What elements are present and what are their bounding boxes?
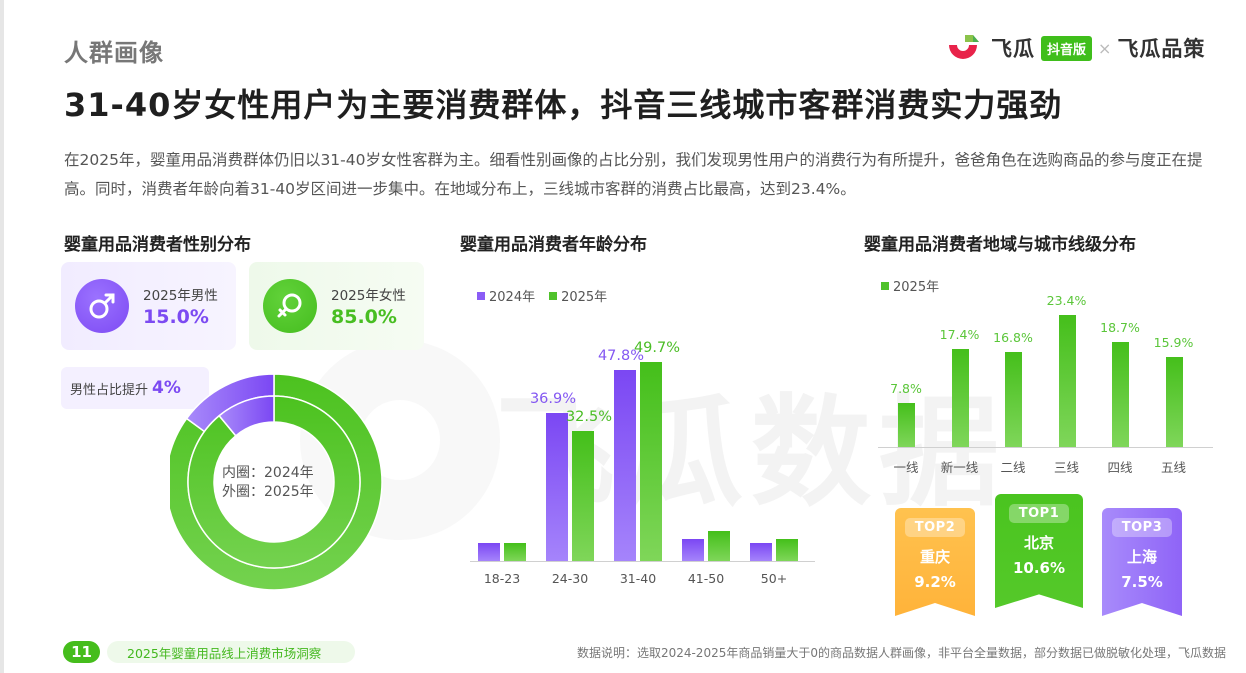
rank-tag: TOP2: [904, 518, 966, 537]
age-bar-2025: [640, 362, 662, 561]
age-x-label: 18-23: [483, 571, 521, 586]
city-bar: [898, 403, 915, 447]
city-x-axis: [878, 447, 1213, 448]
gender-chart-title: 婴童用品消费者性别分布: [64, 235, 251, 255]
legend-swatch-green: [549, 291, 558, 300]
city-chart-title: 婴童用品消费者地域与城市线级分布: [864, 235, 1136, 255]
brand-separator: ×: [1098, 38, 1112, 58]
age-bar-2025: [572, 431, 594, 561]
age-bar-2024: [614, 369, 636, 561]
age-bar-value-label: 49.7%: [633, 340, 681, 357]
age-bar-value-label: 36.9%: [529, 391, 577, 408]
city-bar-value-label: 16.8%: [993, 330, 1033, 346]
age-bar-2024: [546, 413, 568, 561]
city-value: 10.6%: [1012, 559, 1066, 577]
city-bar: [951, 348, 969, 447]
city-x-label: 一线: [893, 460, 919, 475]
page-headline: 31-40岁女性用户为主要消费群体，抖音三线城市客群消费实力强劲: [64, 86, 1063, 124]
city-bar-value-label: 7.8%: [890, 381, 922, 396]
legend-item-2024: 2024年: [477, 286, 535, 305]
brand-name: 飞瓜: [991, 37, 1035, 61]
age-x-label: 24-30: [551, 571, 589, 586]
male-stat-card: 2025年男性 15.0%: [61, 262, 236, 350]
age-x-label: 41-50: [687, 571, 725, 586]
age-chart-legend: 2024年 2025年: [477, 286, 607, 305]
male-rise-card: 男性占比提升 4%: [61, 367, 209, 409]
top-city-ribbon: TOP1 北京 10.6%: [995, 494, 1083, 608]
age-bar-2025: [504, 543, 526, 561]
rise-label: 男性占比提升: [70, 382, 149, 398]
city-bar-value-label: 23.4%: [1046, 293, 1087, 309]
city-bar: [1005, 352, 1022, 447]
male-symbol-icon: [75, 279, 129, 333]
rise-value: 4%: [152, 378, 181, 398]
page-left-edge: [0, 0, 4, 673]
age-bar-2025: [708, 531, 730, 561]
partner-name: 飞瓜品策: [1117, 37, 1206, 61]
age-bar-chart: 36.9% 32.5% 47.8% 49.7%: [470, 320, 810, 561]
top-city-ribbon: TOP2 重庆 9.2%: [895, 508, 975, 616]
female-label: 2025年女性: [331, 288, 406, 304]
section-label: 人群画像: [64, 39, 164, 67]
age-bar-2024: [682, 539, 704, 561]
brand-badge: 抖音版: [1041, 35, 1093, 61]
city-x-label: 四线: [1107, 460, 1133, 475]
city-value: 7.5%: [1121, 573, 1163, 591]
age-x-axis: [470, 561, 815, 562]
city-bar-value-label: 15.9%: [1153, 335, 1194, 351]
city-name: 北京: [1023, 534, 1054, 552]
male-label: 2025年男性: [143, 288, 218, 304]
rank-tag: TOP1: [1008, 504, 1070, 523]
city-bar-value-label: 18.7%: [1100, 319, 1140, 335]
gender-donut-chart: [170, 373, 383, 591]
legend-item-2025-city: 2025年: [881, 276, 939, 295]
age-bar-value-label: 47.8%: [597, 347, 645, 364]
age-bar-value-label: 32.5%: [565, 409, 613, 425]
city-value: 9.2%: [914, 573, 956, 591]
city-bar: [1165, 357, 1183, 447]
city-x-label: 三线: [1053, 460, 1080, 475]
city-chart-legend: 2025年: [881, 276, 939, 295]
legend-label-2024: 2024年: [489, 290, 536, 305]
age-x-label: 50+: [760, 571, 788, 586]
donut-inner-label: 内圈：2024年: [222, 465, 314, 481]
top-city-ribbon: TOP3 上海 7.5%: [1102, 508, 1182, 616]
city-x-label: 二线: [1000, 460, 1026, 475]
feigua-logo-icon: [945, 33, 985, 63]
rank-tag: TOP3: [1111, 518, 1173, 537]
city-name: 上海: [1126, 548, 1157, 566]
page-number: 11: [63, 641, 100, 663]
intro-paragraph: 在2025年，婴童用品消费群体仍旧以31-40岁女性客群为主。细看性别画像的占比…: [64, 151, 1203, 198]
age-bar-2024: [478, 543, 500, 561]
city-name: 重庆: [919, 548, 950, 566]
legend-swatch-purple: [477, 291, 485, 300]
city-x-label: 五线: [1160, 460, 1187, 475]
city-bar-value-label: 17.4%: [939, 326, 980, 342]
age-bar-2025: [776, 539, 798, 561]
brand-lockup: 飞瓜 抖音版 × 飞瓜品策: [945, 31, 1205, 65]
city-x-label: 新一线: [940, 460, 979, 475]
legend-item-2025: 2025年: [549, 286, 607, 305]
female-symbol-icon: [263, 279, 317, 333]
age-chart-title: 婴童用品消费者年龄分布: [460, 235, 647, 255]
legend-label-2025: 2025年: [561, 290, 608, 305]
donut-center-legend: 内圈：2024年 外圈：2025年: [222, 464, 314, 502]
age-bar-2024: [750, 543, 772, 561]
city-bar: [1112, 341, 1129, 447]
age-x-label: 31-40: [619, 571, 657, 586]
female-stat-card: 2025年女性 85.0%: [249, 262, 424, 350]
legend-swatch-green: [881, 281, 889, 290]
donut-outer-label: 外圈：2025年: [222, 484, 314, 500]
city-bar: [1058, 315, 1076, 447]
female-value: 85.0%: [331, 306, 397, 328]
legend-label-2025-city: 2025年: [893, 280, 940, 295]
city-bar-chart: 7.8% 17.4% 16.8% 23.4% 18.7% 15.9%: [870, 280, 1210, 447]
data-note: 数据说明：选取2024-2025年商品销量大于0的商品数据人群画像，非平台全量数…: [576, 646, 1226, 660]
report-title: 2025年婴童用品线上消费市场洞察: [107, 641, 355, 663]
male-value: 15.0%: [143, 306, 209, 328]
